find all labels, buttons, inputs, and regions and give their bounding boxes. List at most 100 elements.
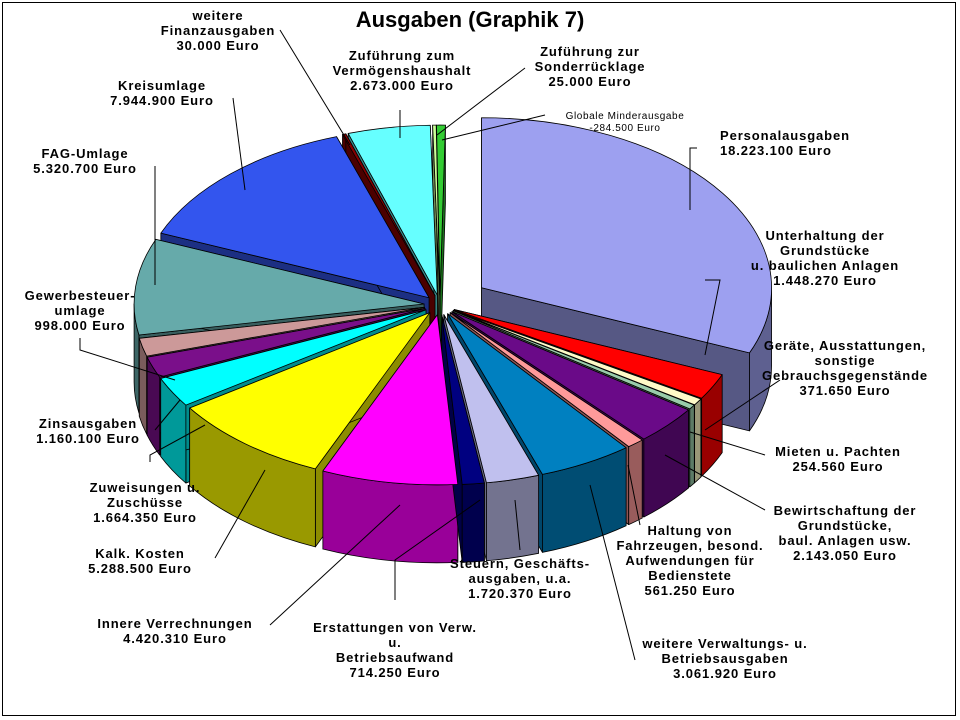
slice-outer-wall-2	[694, 398, 702, 484]
slice-label-16: weitere Finanzausgaben 30.000 Euro	[161, 8, 275, 53]
slice-label-16-line-0: weitere	[191, 8, 243, 23]
slice-label-13: Gewerbesteuer-umlage 998.000 Euro	[25, 288, 136, 333]
slice-label-12-line-0: Zinsausgaben	[39, 416, 137, 431]
slice-label-5-line-4: 561.250 Euro	[644, 583, 735, 598]
slice-label-14: FAG-Umlage 5.320.700 Euro	[33, 146, 137, 176]
slice-11	[160, 309, 427, 406]
slice-8	[441, 314, 485, 485]
slice-1	[453, 309, 723, 399]
leader-line-1	[704, 279, 721, 356]
slice-label-2-line-2: Gebrauchsgegenstände	[762, 368, 928, 383]
slice-label-17-line-2: 2.673.000 Euro	[350, 78, 454, 93]
slice-label-10: Kalk. Kosten 5.288.500 Euro	[88, 546, 192, 576]
slice-label-8-line-0: Erstattungen von Verw.	[313, 620, 477, 635]
slice-label-1-line-1: Grundstücke	[780, 243, 870, 258]
slice-9	[322, 314, 459, 486]
slice-label-5-line-0: Haltung von	[647, 523, 732, 538]
leader-line-18	[436, 67, 526, 136]
slice-label-7-line-1: ausgaben, u.a.	[469, 571, 572, 586]
leader-line-2	[704, 379, 781, 431]
slice-5	[449, 312, 643, 448]
slice-label-17-line-1: Vermögenshaushalt	[333, 63, 472, 78]
leader-line-11	[149, 424, 206, 462]
slice-label-1-line-0: Unterhaltung der	[765, 228, 884, 243]
slice-label-5-line-3: Bedienstete	[648, 568, 732, 583]
slice-label-15-line-0: Kreisumlage	[118, 78, 206, 93]
leader-line-12	[154, 399, 181, 431]
leader-line-5	[627, 464, 641, 526]
slice-label-6-line-0: weitere Verwaltungs- u.	[641, 636, 807, 651]
slice-label-2-line-0: Geräte, Ausstattungen,	[764, 338, 926, 353]
slice-label-1: Unterhaltung der Grundstücke u. baulichen …	[751, 228, 899, 288]
slice-label-8-line-3: 714.250 Euro	[349, 665, 440, 680]
slice-3	[452, 310, 695, 410]
leader-lines	[79, 29, 781, 661]
slice-label-13-line-2: 998.000 Euro	[34, 318, 125, 333]
slice-15	[160, 136, 430, 299]
slice-label-4: Bewirtschaftung der Grundstücke, baul. Anl…	[774, 503, 917, 563]
slice-label-16-line-1: Finanzausgaben	[161, 23, 275, 38]
slice-outer-wall-5	[628, 439, 643, 526]
slice-label-3-line-1: 254.560 Euro	[792, 459, 883, 474]
slice-label-14-line-0: FAG-Umlage	[41, 146, 128, 161]
slice-label-12-line-1: 1.160.100 Euro	[36, 431, 140, 446]
slice-label-11-line-1: Zuschüsse	[107, 495, 183, 510]
slice-16	[342, 133, 436, 296]
slice-label-0-line-0: Personalausgaben	[720, 128, 850, 143]
slice-13	[138, 306, 425, 357]
slice-label-19: Globale Minderausgabe -284.500 Euro	[566, 111, 685, 134]
slice-label-13-line-0: Gewerbesteuer-	[25, 288, 136, 303]
leader-line-13	[79, 338, 176, 381]
leader-line-7	[514, 499, 521, 551]
slice-labels: Personalausgaben 18.223.100 Euro Unterhalt…	[25, 8, 928, 681]
slice-label-19-line-1: -284.500 Euro	[589, 123, 660, 134]
slice-label-5-line-2: Aufwendungen für	[625, 553, 754, 568]
slice-label-8: Erstattungen von Verw. u. Betriebsaufwand 7…	[313, 620, 477, 680]
slice-label-10-line-0: Kalk. Kosten	[95, 546, 185, 561]
leader-line-6	[589, 484, 636, 661]
slice-label-6-line-2: 3.061.920 Euro	[673, 666, 777, 681]
slice-label-0: Personalausgaben 18.223.100 Euro	[720, 128, 850, 158]
slice-outer-wall-7	[486, 474, 539, 562]
leader-line-15	[232, 97, 246, 191]
leader-line-19	[441, 114, 546, 141]
slice-label-10-line-1: 5.288.500 Euro	[88, 561, 192, 576]
slice-label-5-line-1: Fahrzeugen, besond.	[616, 538, 763, 553]
slice-19	[436, 124, 446, 296]
slice-label-11-line-0: Zuweisungen u.	[90, 480, 201, 495]
slice-label-3: Mieten u. Pachten 254.560 Euro	[775, 444, 901, 474]
leader-line-16	[279, 29, 351, 146]
slice-label-0-line-1: 18.223.100 Euro	[720, 143, 832, 158]
leader-line-0	[689, 147, 697, 210]
leader-line-10	[214, 469, 266, 559]
slice-label-13-line-1: umlage	[55, 303, 106, 318]
slice-label-11-line-2: 1.664.350 Euro	[93, 510, 197, 525]
slice-label-6-line-1: Betriebsausgaben	[661, 651, 788, 666]
slice-outer-wall-8	[461, 482, 485, 563]
slice-label-4-line-3: 2.143.050 Euro	[793, 548, 897, 563]
slice-label-2-line-1: sonstige	[815, 353, 876, 368]
slice-17	[347, 124, 438, 296]
leader-line-8	[394, 499, 481, 600]
slice-0	[481, 117, 772, 354]
pie-tops	[133, 117, 772, 486]
slice-label-4-line-2: baul. Anlagen usw.	[779, 533, 912, 548]
slice-label-4-line-1: Grundstücke,	[798, 518, 893, 533]
slice-label-9: Innere Verrechnungen 4.420.310 Euro	[97, 616, 252, 646]
slice-label-7: Steuern, Geschäfts-ausgaben, u.a. 1.720.3…	[450, 556, 590, 601]
slice-label-18-line-1: Sonderrücklage	[535, 59, 646, 74]
slice-label-7-line-0: Steuern, Geschäfts-	[450, 556, 590, 571]
slice-label-12: Zinsausgaben 1.160.100 Euro	[36, 416, 140, 446]
slice-label-15-line-1: 7.944.900 Euro	[110, 93, 214, 108]
slice-label-18: Zuführung zur Sonderrücklage 25.000 Euro	[535, 44, 646, 89]
slice-label-6: weitere Verwaltungs- u. Betriebsausgaben 3…	[641, 636, 807, 681]
slice-label-17-line-0: Zuführung zum	[349, 48, 455, 63]
slice-12	[146, 308, 426, 378]
slice-label-4-line-0: Bewirtschaftung der	[774, 503, 917, 518]
leader-line-3	[689, 431, 766, 456]
slice-label-17: Zuführung zum Vermögenshaushalt 2.673.000 …	[333, 48, 472, 93]
slice-7	[443, 314, 539, 484]
slice-4	[451, 311, 689, 440]
slice-label-18-line-2: 25.000 Euro	[549, 74, 632, 89]
